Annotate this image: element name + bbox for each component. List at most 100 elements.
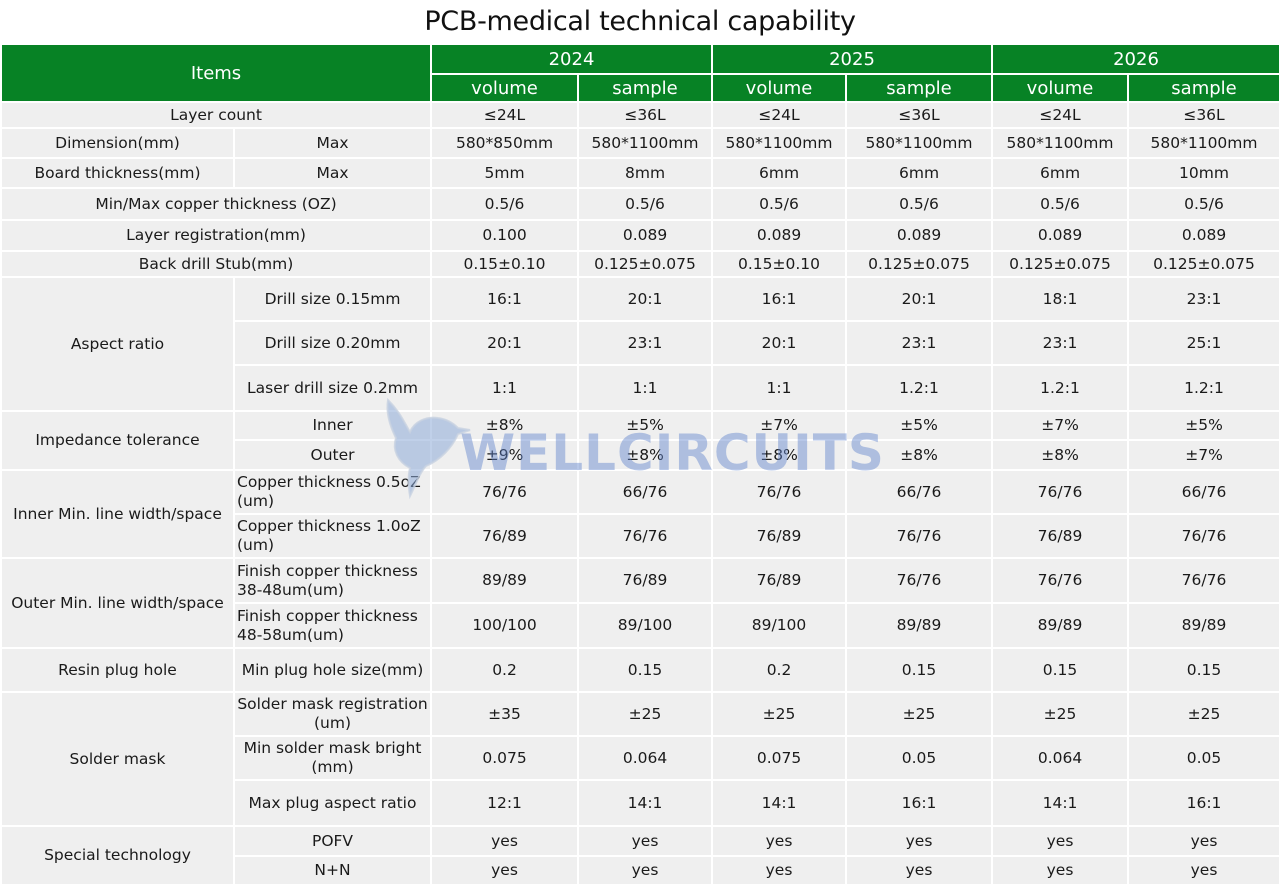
cell: ±5% bbox=[845, 410, 994, 441]
cell: 0.125±0.075 bbox=[845, 250, 994, 278]
cell: ≤36L bbox=[845, 101, 994, 129]
cell: 0.05 bbox=[1127, 735, 1280, 781]
cell: 66/76 bbox=[577, 469, 714, 515]
table-row: Aspect ratio Drill size 0.15mm 16:1 20:1… bbox=[0, 276, 1280, 412]
cell: 0.5/6 bbox=[991, 187, 1130, 221]
cell: yes bbox=[845, 855, 994, 886]
cell: ±8% bbox=[711, 439, 848, 471]
year-header: 2024 bbox=[430, 43, 714, 75]
cell: 0.125±0.075 bbox=[1127, 250, 1280, 278]
cell: 8mm bbox=[577, 157, 714, 189]
sub-header: sample bbox=[1127, 73, 1280, 103]
cell: yes bbox=[845, 825, 994, 857]
cell: 76/76 bbox=[991, 557, 1130, 604]
sub-header: volume bbox=[430, 73, 580, 103]
table-row: Dimension(mm) Max 580*850mm 580*1100mm 5… bbox=[0, 127, 1280, 159]
row-label: Outer Min. line width/space bbox=[0, 557, 235, 649]
cell: 6mm bbox=[711, 157, 848, 189]
table-row: Finish copper thickness 48-58um(um) 100/… bbox=[1, 602, 1280, 649]
cell: 1.2:1 bbox=[991, 364, 1130, 412]
year-header: 2026 bbox=[991, 43, 1280, 75]
table-row: Special technology POFV yes yes yes yes … bbox=[0, 825, 1280, 886]
cell: ±25 bbox=[711, 691, 848, 737]
cell: 76/89 bbox=[991, 513, 1130, 559]
cell: ±7% bbox=[711, 410, 848, 441]
cell: yes bbox=[577, 825, 714, 857]
cell: 76/76 bbox=[1127, 513, 1280, 559]
cell: 0.5/6 bbox=[430, 187, 580, 221]
row-sublabel: Min solder mask bright (mm) bbox=[232, 735, 433, 781]
cell: 89/100 bbox=[711, 602, 848, 649]
cell: 1:1 bbox=[430, 364, 580, 412]
cell: 76/76 bbox=[845, 513, 994, 559]
row-label: Resin plug hole bbox=[0, 647, 235, 693]
cell: ≤24L bbox=[711, 101, 848, 129]
row-sublabel: Copper thickness 1.0oZ (um) bbox=[232, 513, 433, 559]
cell: ±7% bbox=[991, 410, 1130, 441]
cell: 14:1 bbox=[711, 779, 848, 827]
table-row: Copper thickness 1.0oZ (um) 76/89 76/76 … bbox=[1, 513, 1280, 559]
row-label: Min/Max copper thickness (OZ) bbox=[0, 187, 433, 221]
cell: 0.064 bbox=[577, 735, 714, 781]
table-row: Resin plug hole Min plug hole size(mm) 0… bbox=[0, 647, 1280, 693]
cell: 0.2 bbox=[711, 647, 848, 693]
cell: 0.075 bbox=[430, 735, 580, 781]
row-label: Board thickness(mm) bbox=[0, 157, 235, 189]
row-label: Solder mask bbox=[0, 691, 235, 827]
cell: 20:1 bbox=[577, 276, 714, 322]
cell: 6mm bbox=[845, 157, 994, 189]
cell: 100/100 bbox=[430, 602, 580, 649]
sub-header: volume bbox=[711, 73, 848, 103]
row-sublabel: Drill size 0.15mm bbox=[232, 276, 433, 322]
cell: 76/89 bbox=[711, 513, 848, 559]
year-header: 2025 bbox=[711, 43, 994, 75]
cell: ±5% bbox=[1127, 410, 1280, 441]
cell: 76/76 bbox=[430, 469, 580, 515]
cell: 1:1 bbox=[711, 364, 848, 412]
sub-header: sample bbox=[577, 73, 714, 103]
cell: ±7% bbox=[1127, 439, 1280, 471]
row-label: Back drill Stub(mm) bbox=[0, 250, 433, 278]
row-label: Aspect ratio bbox=[0, 276, 235, 412]
cell: 16:1 bbox=[711, 276, 848, 322]
cell: 1.2:1 bbox=[1127, 364, 1280, 412]
cell: 18:1 bbox=[991, 276, 1130, 322]
cell: 1.2:1 bbox=[845, 364, 994, 412]
cell: yes bbox=[991, 855, 1130, 886]
cell: 25:1 bbox=[1127, 320, 1280, 366]
cell: ±9% bbox=[430, 439, 580, 471]
row-sublabel: Inner bbox=[232, 410, 433, 441]
cell: 20:1 bbox=[711, 320, 848, 366]
cell: ±25 bbox=[991, 691, 1130, 737]
cell: yes bbox=[577, 855, 714, 886]
row-sublabel: POFV bbox=[232, 825, 433, 857]
cell: 89/89 bbox=[430, 557, 580, 604]
table-row: Board thickness(mm) Max 5mm 8mm 6mm 6mm … bbox=[0, 157, 1280, 189]
cell: ≤24L bbox=[991, 101, 1130, 129]
cell: 89/89 bbox=[991, 602, 1130, 649]
cell: ±35 bbox=[430, 691, 580, 737]
cell: 23:1 bbox=[845, 320, 994, 366]
cell: 5mm bbox=[430, 157, 580, 189]
cell: ±8% bbox=[991, 439, 1130, 471]
row-sublabel: Copper thickness 0.5oZ (um) bbox=[232, 469, 433, 515]
cell: 76/89 bbox=[577, 557, 714, 604]
cell: 89/100 bbox=[577, 602, 714, 649]
cell: 76/76 bbox=[1127, 557, 1280, 604]
cell: 6mm bbox=[991, 157, 1130, 189]
cell: 0.100 bbox=[430, 219, 580, 252]
table-row: Drill size 0.20mm 20:1 23:1 20:1 23:1 23… bbox=[1, 320, 1280, 366]
cell: ±25 bbox=[1127, 691, 1280, 737]
cell: 0.089 bbox=[577, 219, 714, 252]
row-label: Layer registration(mm) bbox=[0, 219, 433, 252]
row-sublabel: N+N bbox=[232, 855, 433, 886]
cell: 76/76 bbox=[577, 513, 714, 559]
cell: yes bbox=[711, 855, 848, 886]
cell: 89/89 bbox=[845, 602, 994, 649]
cell: ≤36L bbox=[1127, 101, 1280, 129]
table-row: Outer Min. line width/space Finish coppe… bbox=[0, 557, 1280, 649]
cell: 0.15 bbox=[845, 647, 994, 693]
cell: 0.5/6 bbox=[711, 187, 848, 221]
cell: 0.15 bbox=[577, 647, 714, 693]
table-row: Min/Max copper thickness (OZ) 0.5/6 0.5/… bbox=[0, 187, 1280, 221]
